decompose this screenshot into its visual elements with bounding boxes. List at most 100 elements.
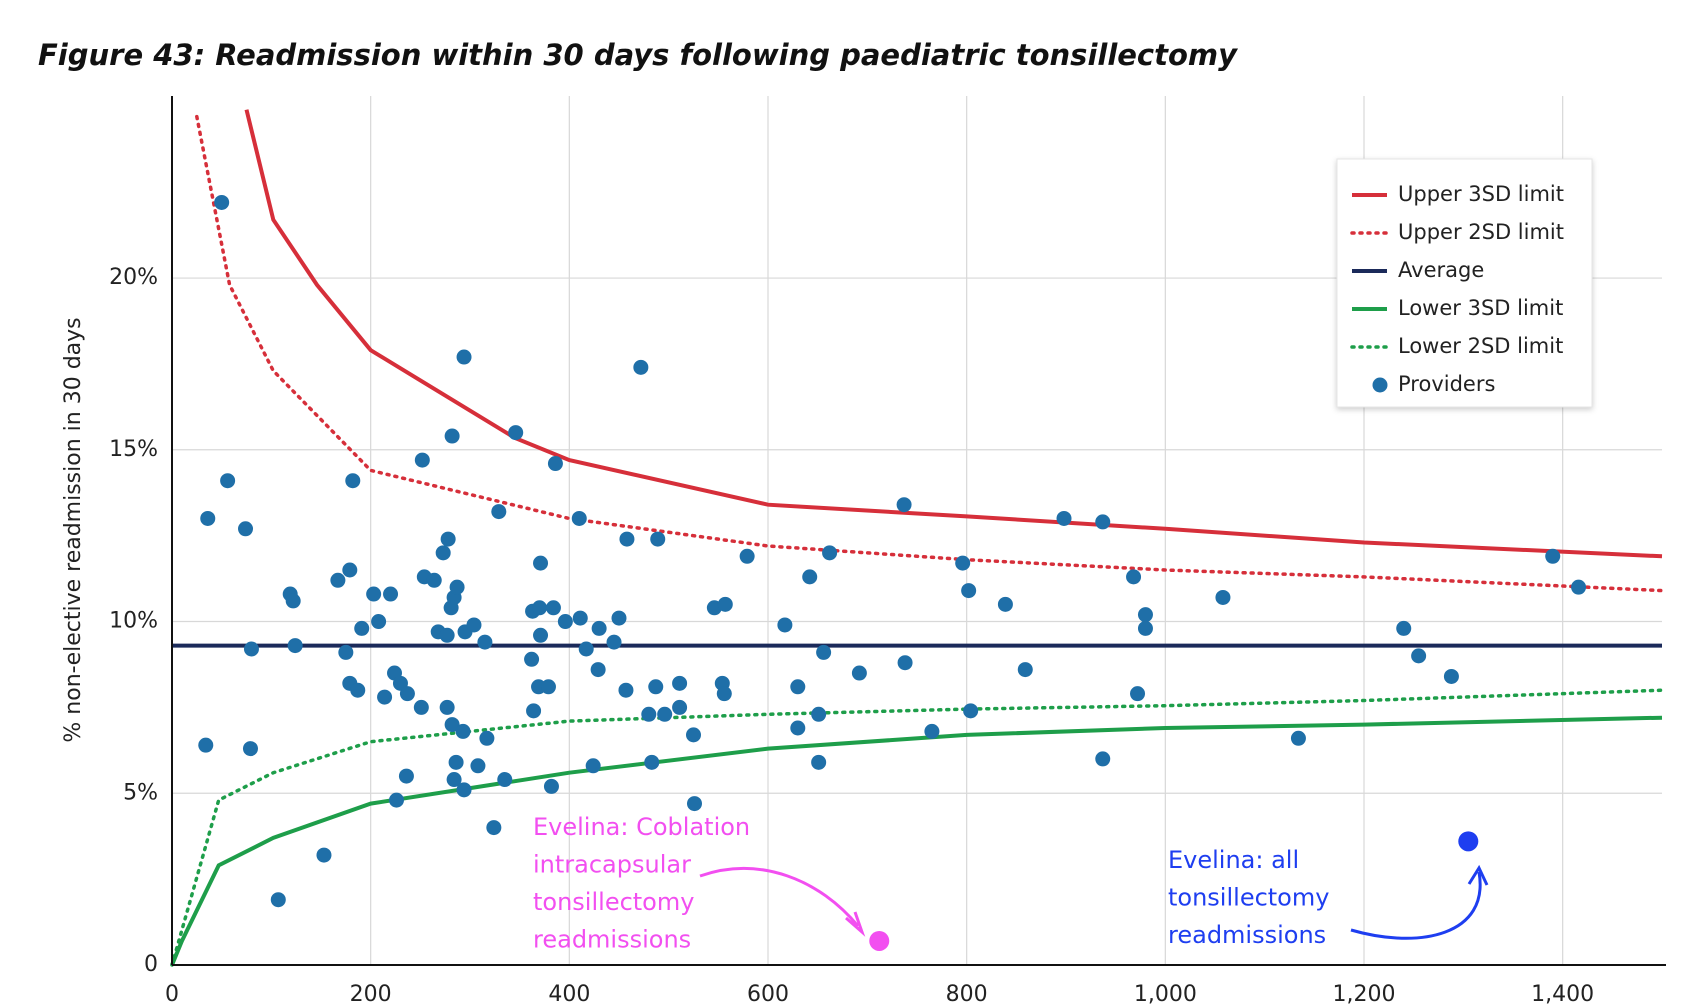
provider-point [961,583,977,599]
provider-point [383,586,399,602]
legend-label: Upper 3SD limit [1398,182,1564,206]
provider-point [532,600,548,616]
provider-point [545,600,561,616]
chart-title: Figure 43: Readmission within 30 days fo… [38,38,1238,72]
provider-point [1290,730,1306,746]
provider-point [388,792,404,808]
legend-label: Average [1398,258,1484,282]
provider-point [371,614,387,630]
legend-label: Upper 2SD limit [1398,220,1564,244]
annotation-arrowhead [845,911,866,937]
provider-point [578,641,594,657]
provider-point [486,820,502,836]
provider-point [470,758,486,774]
provider-point [633,359,649,375]
provider-point [802,569,818,585]
provider-point [816,644,832,660]
provider-point [1443,668,1459,684]
provider-point [198,737,214,753]
y-tick-label: 0 [144,952,158,977]
provider-point [456,349,472,365]
provider-point [896,497,912,513]
x-tick-label: 1,400 [1531,982,1594,1007]
provider-point [466,617,482,633]
provider-point [543,778,559,794]
provider-point [1411,648,1427,664]
annotation-text: readmissions [533,926,691,954]
provider-point [220,473,236,489]
legend-label: Providers [1398,372,1495,396]
provider-point [686,796,702,812]
provider-point [238,521,254,537]
x-tick-label: 1,200 [1333,982,1396,1007]
provider-point [1017,662,1033,678]
annotation-text: tonsillectomy [1168,884,1329,912]
provider-point [435,545,451,561]
provider-point [440,531,456,547]
limit-line [195,114,1664,593]
provider-point [455,723,471,739]
provider-point [449,579,465,595]
x-tick-label: 1,000 [1134,982,1197,1007]
provider-point [413,699,429,715]
provider-point [491,504,507,520]
provider-point [533,627,549,643]
x-tick-label: 200 [350,982,392,1007]
annotation-text: Evelina: Coblation [533,813,750,841]
provider-point [426,572,442,588]
provider-point [444,428,460,444]
provider-point [572,610,588,626]
provider-point [963,703,979,719]
provider-point [1130,686,1146,702]
provider-point [399,686,415,702]
y-tick-label: 15% [109,437,158,462]
limit-line [170,715,1663,966]
provider-point [672,699,688,715]
provider-point [1137,607,1153,623]
provider-point [557,614,573,630]
x-tick-label: 400 [548,982,590,1007]
provider-point [997,596,1013,612]
provider-point [1215,589,1231,605]
provider-point [648,679,664,695]
y-tick-label: 5% [123,780,158,805]
provider-point [1137,620,1153,636]
provider-point [444,717,460,733]
provider-point [287,638,303,654]
provider-point [398,768,414,784]
provider-point [1126,569,1142,585]
provider-point [524,651,540,667]
provider-point [414,452,430,468]
provider-point [497,772,513,788]
provider-point [641,706,657,722]
annotation-arrowhead [1467,864,1489,886]
provider-point [955,555,971,571]
provider-point [611,610,627,626]
annotation-text: intracapsular [533,851,691,879]
provider-point [777,617,793,633]
provider-point [1571,579,1587,595]
provider-point [243,641,259,657]
provider-point [540,679,556,695]
provider-point [739,548,755,564]
provider-point [526,703,542,719]
y-axis-label: % non-elective readmission in 30 days [61,317,86,742]
provider-point [448,754,464,770]
highlight-point [1458,831,1479,852]
provider-point [547,456,563,472]
legend-label: Lower 3SD limit [1398,296,1563,320]
provider-point [479,730,495,746]
provider-point [1396,620,1412,636]
provider-point [717,596,733,612]
provider-point [330,572,346,588]
provider-point [606,634,622,650]
provider-point [657,706,673,722]
legend-box [1336,158,1593,408]
provider-point [316,847,332,863]
provider-point [790,679,806,695]
legend: Upper 3SD limit Upper 2SD limit Average Low… [1336,158,1593,408]
provider-point [790,720,806,736]
provider-point [851,665,867,681]
provider-point [446,772,462,788]
limit-line [244,109,1663,559]
